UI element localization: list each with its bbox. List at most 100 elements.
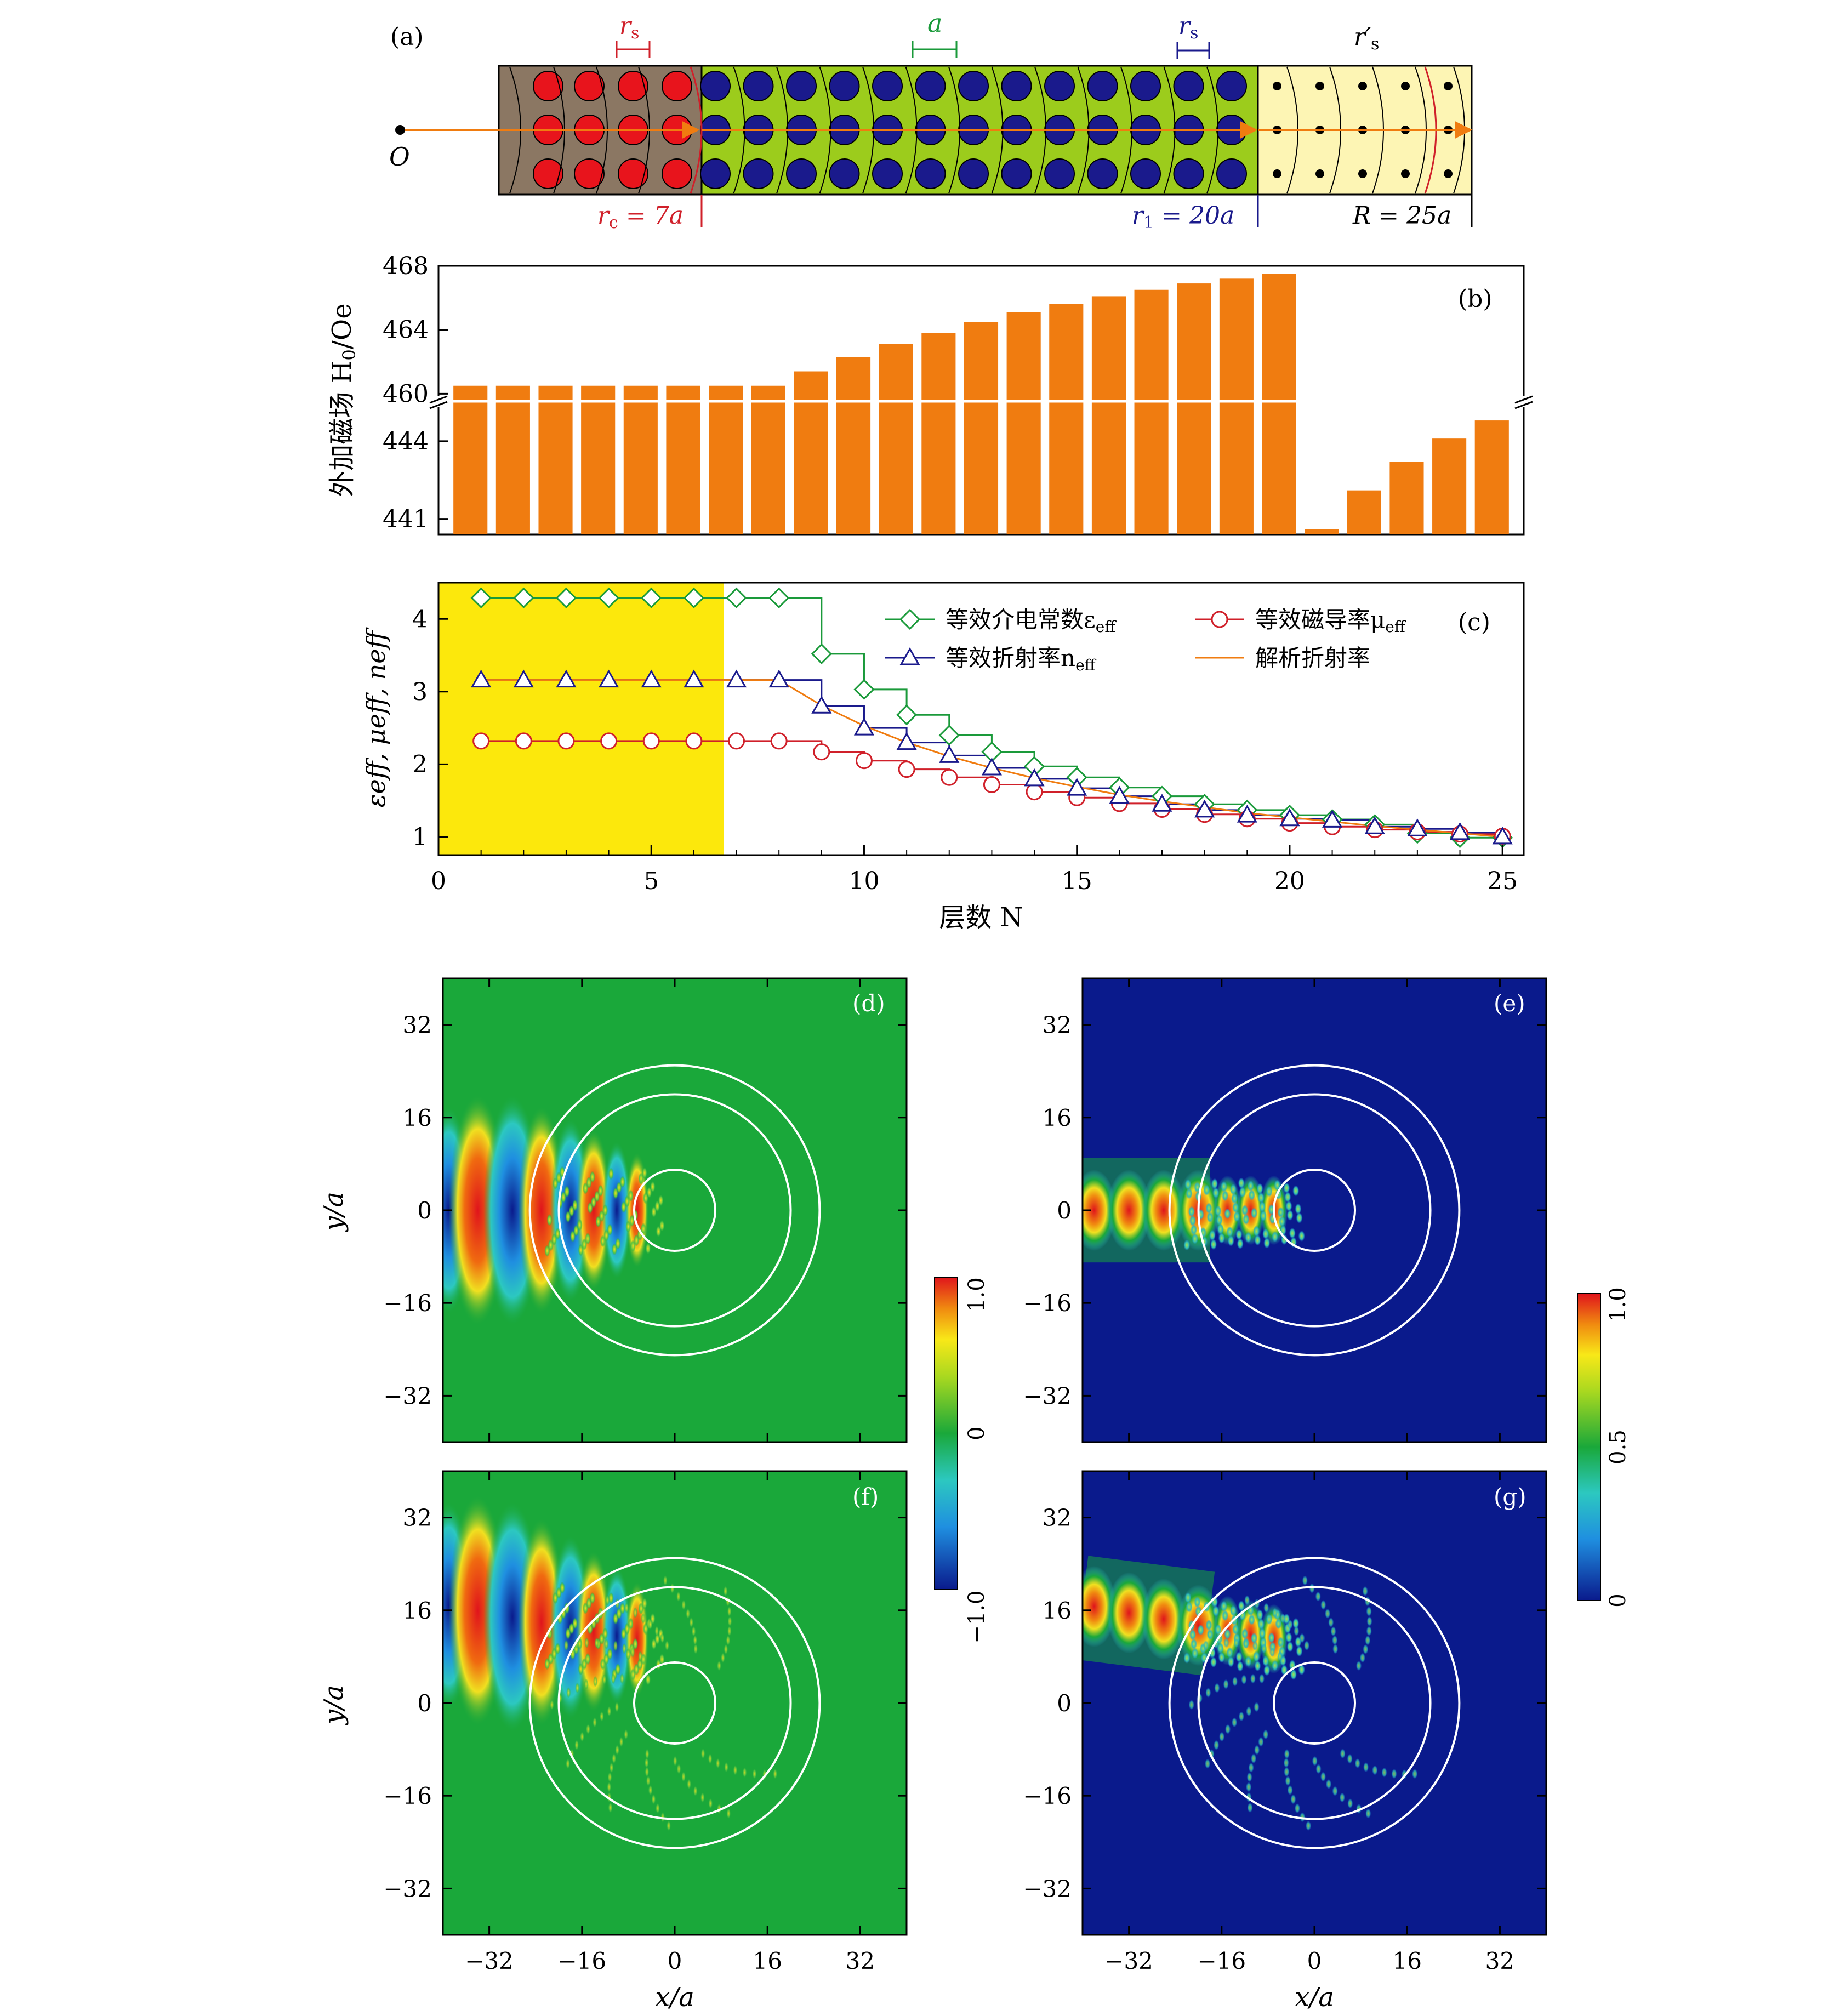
point-n <box>768 669 789 688</box>
bar <box>751 385 785 534</box>
swirl-speckle <box>700 1748 705 1759</box>
swirl-speckle <box>1246 1782 1252 1792</box>
intensity-speckle <box>1254 1234 1261 1246</box>
point-n <box>599 669 619 688</box>
field-map-g: (g) <box>1081 1470 1547 1936</box>
intensity-speckle <box>1206 1628 1214 1640</box>
field-speckle <box>658 1194 664 1207</box>
blue-rod <box>958 71 989 101</box>
ytick-label: 3 <box>412 678 428 706</box>
intensity-speckle <box>1260 1210 1267 1222</box>
swirl-speckle <box>717 1660 722 1672</box>
intensity-speckle <box>1188 1206 1195 1217</box>
bar <box>1432 438 1467 534</box>
swirl-speckle <box>742 1767 747 1778</box>
panel-c-xlabel: 层数 N <box>939 902 1023 933</box>
field-speckle <box>608 1592 614 1604</box>
map-ytick-label: −16 <box>383 1782 432 1809</box>
point-eps <box>1023 756 1045 777</box>
map-ytick-label: 16 <box>403 1597 432 1624</box>
point-eps <box>470 587 492 608</box>
swirl-speckle <box>1246 1772 1252 1782</box>
swirl-speckle <box>607 1706 612 1717</box>
bar <box>709 385 743 534</box>
swirl-speckle <box>1330 1626 1336 1637</box>
field-speckle <box>619 1602 625 1615</box>
swirl-speckle <box>630 1647 635 1658</box>
point-n <box>641 669 662 688</box>
point-eps <box>513 587 534 608</box>
swirl-speckle <box>1223 1679 1229 1689</box>
red-rod <box>618 158 648 189</box>
boundary-ring <box>1168 1064 1461 1357</box>
map-ytick-label: 32 <box>1043 1012 1072 1039</box>
map-f-wave <box>443 1495 778 1831</box>
intensity-speckle <box>1298 1230 1305 1242</box>
red-rod <box>662 71 692 101</box>
origin-label: O <box>389 142 410 172</box>
field-speckle <box>615 1663 621 1676</box>
blue-rod <box>786 158 817 189</box>
blue-rod <box>1001 71 1032 101</box>
intensity-speckle <box>1232 1624 1239 1635</box>
xtick-label: 0 <box>431 867 446 895</box>
map-g-background <box>1083 1471 1546 1935</box>
field-speckle <box>577 1218 583 1231</box>
intensity-speckle <box>1186 1188 1193 1199</box>
point-mu <box>600 732 618 750</box>
point-n <box>556 669 577 688</box>
intensity-speckle <box>1263 1665 1271 1676</box>
map-xtick-label: −16 <box>557 1947 606 1974</box>
map-xtick-label: 32 <box>846 1947 875 1974</box>
intensity-speckle <box>1298 1664 1305 1676</box>
point-eps <box>598 587 619 608</box>
swirl-speckle <box>1277 1651 1283 1661</box>
map-ytick-label: 16 <box>1043 1104 1072 1131</box>
intensity-speckle <box>1191 1638 1198 1650</box>
swirl-speckle <box>622 1643 627 1654</box>
swirl-speckle <box>651 1793 656 1805</box>
swirl-speckle <box>1233 1638 1239 1648</box>
point-mu <box>472 732 490 750</box>
field-speckle <box>650 1181 656 1193</box>
point-mu <box>855 752 873 770</box>
intensity-speckle <box>1238 1600 1245 1611</box>
swirl-speckle <box>633 1607 638 1619</box>
swirl-speckle <box>1356 1661 1362 1671</box>
intensity-speckle <box>1266 1614 1273 1625</box>
swirl-speckle <box>549 1699 554 1711</box>
point-eps <box>853 679 875 700</box>
map-ytick-label: 16 <box>403 1104 432 1131</box>
boundary-ring <box>633 1168 717 1252</box>
intensity-speckle <box>1241 1628 1249 1639</box>
swirl-speckle <box>607 1781 612 1793</box>
map-f-label: (f) <box>852 1483 879 1510</box>
intensity-speckle <box>1262 1655 1269 1667</box>
intensity-speckle <box>1275 1618 1282 1630</box>
point-mu <box>813 743 830 761</box>
R-label: R = 25a <box>1352 202 1451 230</box>
swirl-speckle <box>1332 1644 1339 1654</box>
intensity-speckle <box>1262 1228 1269 1240</box>
swirl-speckle <box>1254 1745 1260 1755</box>
intensity-speckle <box>1235 1651 1243 1663</box>
intensity-speckle <box>1272 1231 1279 1243</box>
point-mu <box>941 768 958 786</box>
point-mu <box>728 732 745 750</box>
swirl-speckle <box>655 1803 660 1814</box>
swirl-speckle <box>1247 1802 1253 1813</box>
bar <box>495 385 530 534</box>
field-speckle <box>589 1171 595 1183</box>
blue-rod <box>829 158 860 189</box>
field-speckle <box>642 1597 648 1610</box>
rs-left-label: rs <box>619 12 639 43</box>
outer-rod <box>1401 169 1410 178</box>
intensity-lobe <box>1083 1566 1117 1648</box>
swirl-speckle <box>1238 1711 1244 1722</box>
blue-rod <box>786 71 817 101</box>
field-speckle <box>564 1185 570 1198</box>
intensity-speckle <box>1286 1641 1294 1653</box>
intensity-speckle <box>1290 1668 1297 1680</box>
map-ytick-label: −32 <box>1023 1875 1072 1902</box>
intensity-speckle <box>1253 1651 1260 1662</box>
